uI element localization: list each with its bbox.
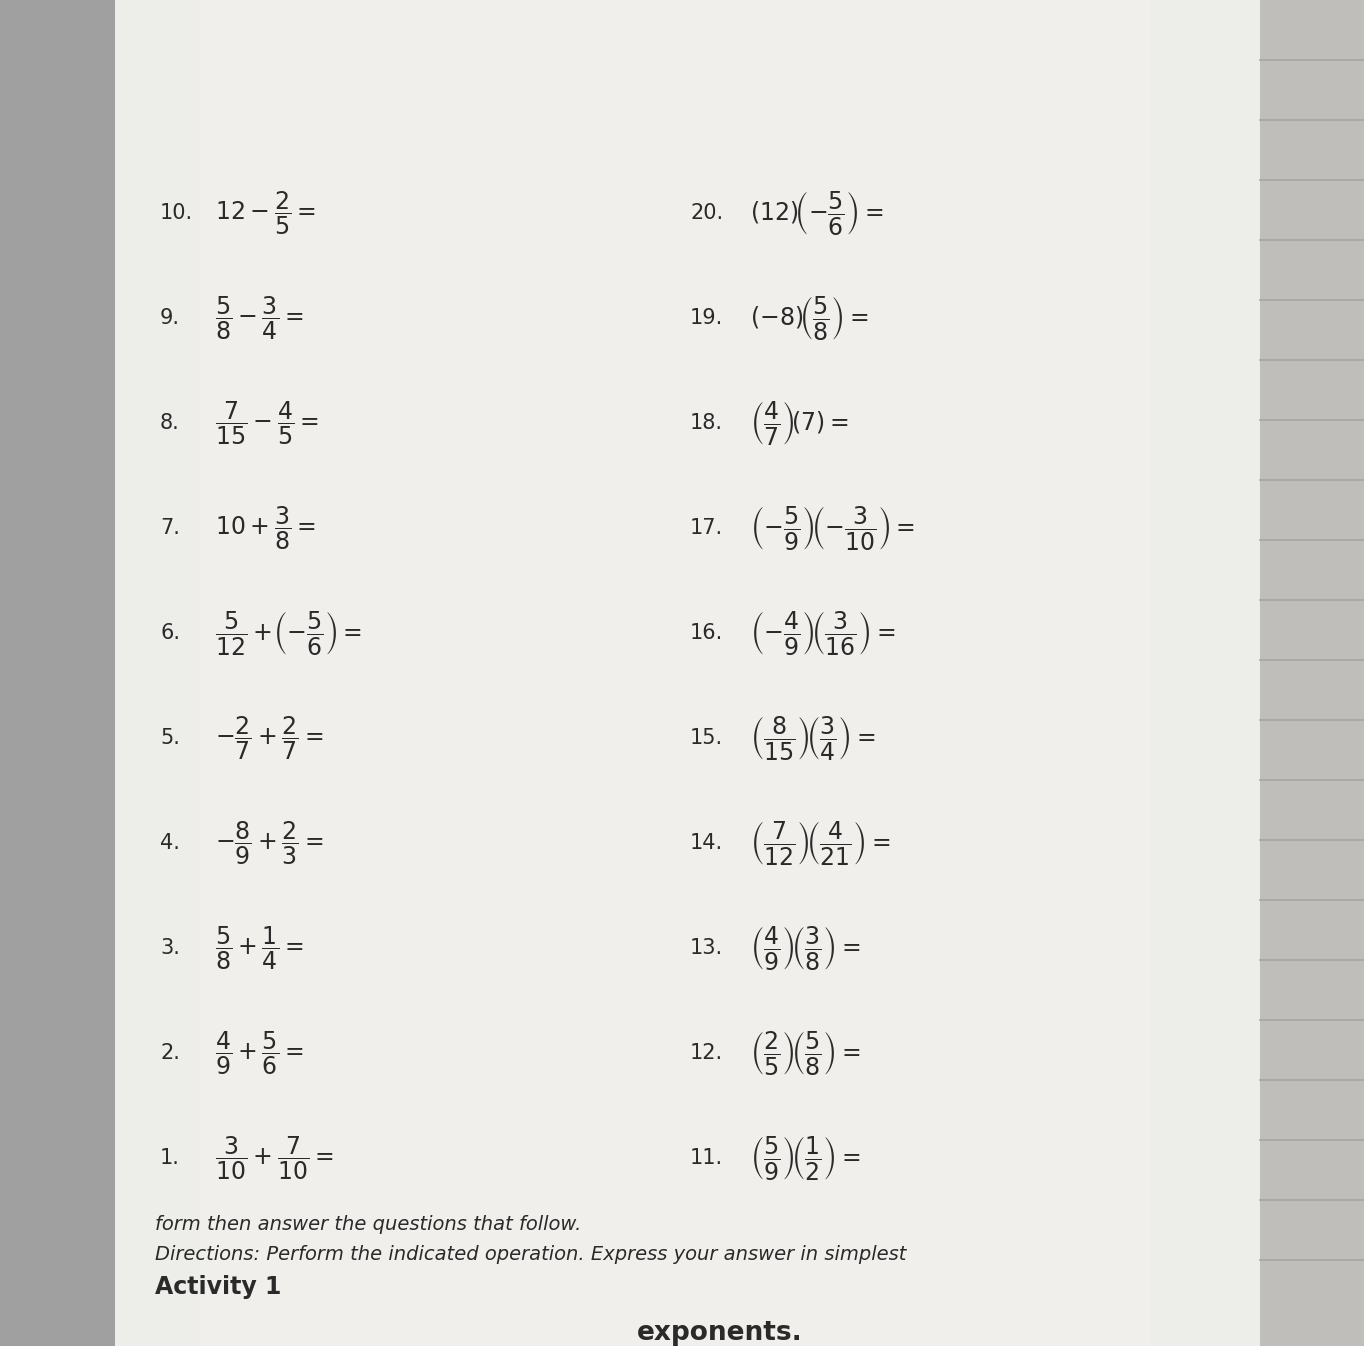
Text: $\left(\dfrac{5}{9}\right)\!\left(\dfrac{1}{2}\right)=$: $\left(\dfrac{5}{9}\right)\!\left(\dfrac… [750, 1133, 861, 1182]
Text: 10.: 10. [160, 203, 194, 223]
Text: $\left(-\dfrac{5}{9}\right)\!\left(-\dfrac{3}{10}\right)=$: $\left(-\dfrac{5}{9}\right)\!\left(-\dfr… [750, 503, 915, 552]
Bar [0, 0, 130, 1346]
Bar [1260, 0, 1364, 1346]
Text: $\left(\dfrac{4}{7}\right)\!(7)=$: $\left(\dfrac{4}{7}\right)\!(7)=$ [750, 398, 848, 447]
Text: $\dfrac{4}{9}+\dfrac{5}{6}=$: $\dfrac{4}{9}+\dfrac{5}{6}=$ [216, 1030, 304, 1077]
Text: $\left(12\right)\!\left(-\dfrac{5}{6}\right)=$: $\left(12\right)\!\left(-\dfrac{5}{6}\ri… [750, 188, 884, 237]
Text: 20.: 20. [690, 203, 723, 223]
Text: 17.: 17. [690, 518, 723, 538]
Bar [201, 0, 1150, 1346]
Text: 8.: 8. [160, 413, 180, 433]
Text: 5.: 5. [160, 728, 180, 748]
Text: 9.: 9. [160, 308, 180, 328]
Text: $-\dfrac{2}{7}+\dfrac{2}{7}=$: $-\dfrac{2}{7}+\dfrac{2}{7}=$ [216, 715, 323, 762]
Text: $12-\dfrac{2}{5}=$: $12-\dfrac{2}{5}=$ [216, 190, 316, 237]
Text: $\left(\dfrac{8}{15}\right)\!\left(\dfrac{3}{4}\right)=$: $\left(\dfrac{8}{15}\right)\!\left(\dfra… [750, 713, 876, 762]
Text: $\left(\dfrac{7}{12}\right)\!\left(\dfrac{4}{21}\right)=$: $\left(\dfrac{7}{12}\right)\!\left(\dfra… [750, 818, 891, 867]
Text: 3.: 3. [160, 938, 180, 958]
Text: 6.: 6. [160, 623, 180, 643]
Text: 14.: 14. [690, 833, 723, 853]
Text: 18.: 18. [690, 413, 723, 433]
Bar [115, 0, 1285, 1346]
Text: $\dfrac{3}{10}+\dfrac{7}{10}=$: $\dfrac{3}{10}+\dfrac{7}{10}=$ [216, 1135, 334, 1182]
Text: $-\dfrac{8}{9}+\dfrac{2}{3}=$: $-\dfrac{8}{9}+\dfrac{2}{3}=$ [216, 820, 323, 867]
Text: 4.: 4. [160, 833, 180, 853]
Text: $\dfrac{5}{8}+\dfrac{1}{4}=$: $\dfrac{5}{8}+\dfrac{1}{4}=$ [216, 925, 304, 972]
Text: $\dfrac{7}{15}-\dfrac{4}{5}=$: $\dfrac{7}{15}-\dfrac{4}{5}=$ [216, 400, 319, 447]
Text: $\left(-\dfrac{4}{9}\right)\!\left(\dfrac{3}{16}\right)=$: $\left(-\dfrac{4}{9}\right)\!\left(\dfra… [750, 608, 895, 657]
Text: 2.: 2. [160, 1043, 180, 1063]
Text: $\left(\dfrac{2}{5}\right)\!\left(\dfrac{5}{8}\right)=$: $\left(\dfrac{2}{5}\right)\!\left(\dfrac… [750, 1028, 861, 1077]
Text: 7.: 7. [160, 518, 180, 538]
Text: exponents.: exponents. [637, 1320, 803, 1346]
Text: 1.: 1. [160, 1148, 180, 1168]
Text: $\left(\dfrac{4}{9}\right)\!\left(\dfrac{3}{8}\right)=$: $\left(\dfrac{4}{9}\right)\!\left(\dfrac… [750, 923, 861, 972]
Text: Activity 1: Activity 1 [155, 1275, 281, 1299]
Text: 15.: 15. [690, 728, 723, 748]
Text: $\dfrac{5}{8}-\dfrac{3}{4}=$: $\dfrac{5}{8}-\dfrac{3}{4}=$ [216, 295, 304, 342]
Text: Directions: Perform the indicated operation. Express your answer in simplest: Directions: Perform the indicated operat… [155, 1245, 906, 1264]
Text: 12.: 12. [690, 1043, 723, 1063]
Text: 16.: 16. [690, 623, 723, 643]
Text: 19.: 19. [690, 308, 723, 328]
Text: $10+\dfrac{3}{8}=$: $10+\dfrac{3}{8}=$ [216, 505, 316, 552]
Text: form then answer the questions that follow.: form then answer the questions that foll… [155, 1215, 581, 1234]
Text: 11.: 11. [690, 1148, 723, 1168]
Text: 13.: 13. [690, 938, 723, 958]
Text: $\dfrac{5}{12}+\!\left(-\dfrac{5}{6}\right)=$: $\dfrac{5}{12}+\!\left(-\dfrac{5}{6}\rig… [216, 608, 361, 657]
Text: $(-8)\!\left(\dfrac{5}{8}\right)=$: $(-8)\!\left(\dfrac{5}{8}\right)=$ [750, 293, 869, 342]
